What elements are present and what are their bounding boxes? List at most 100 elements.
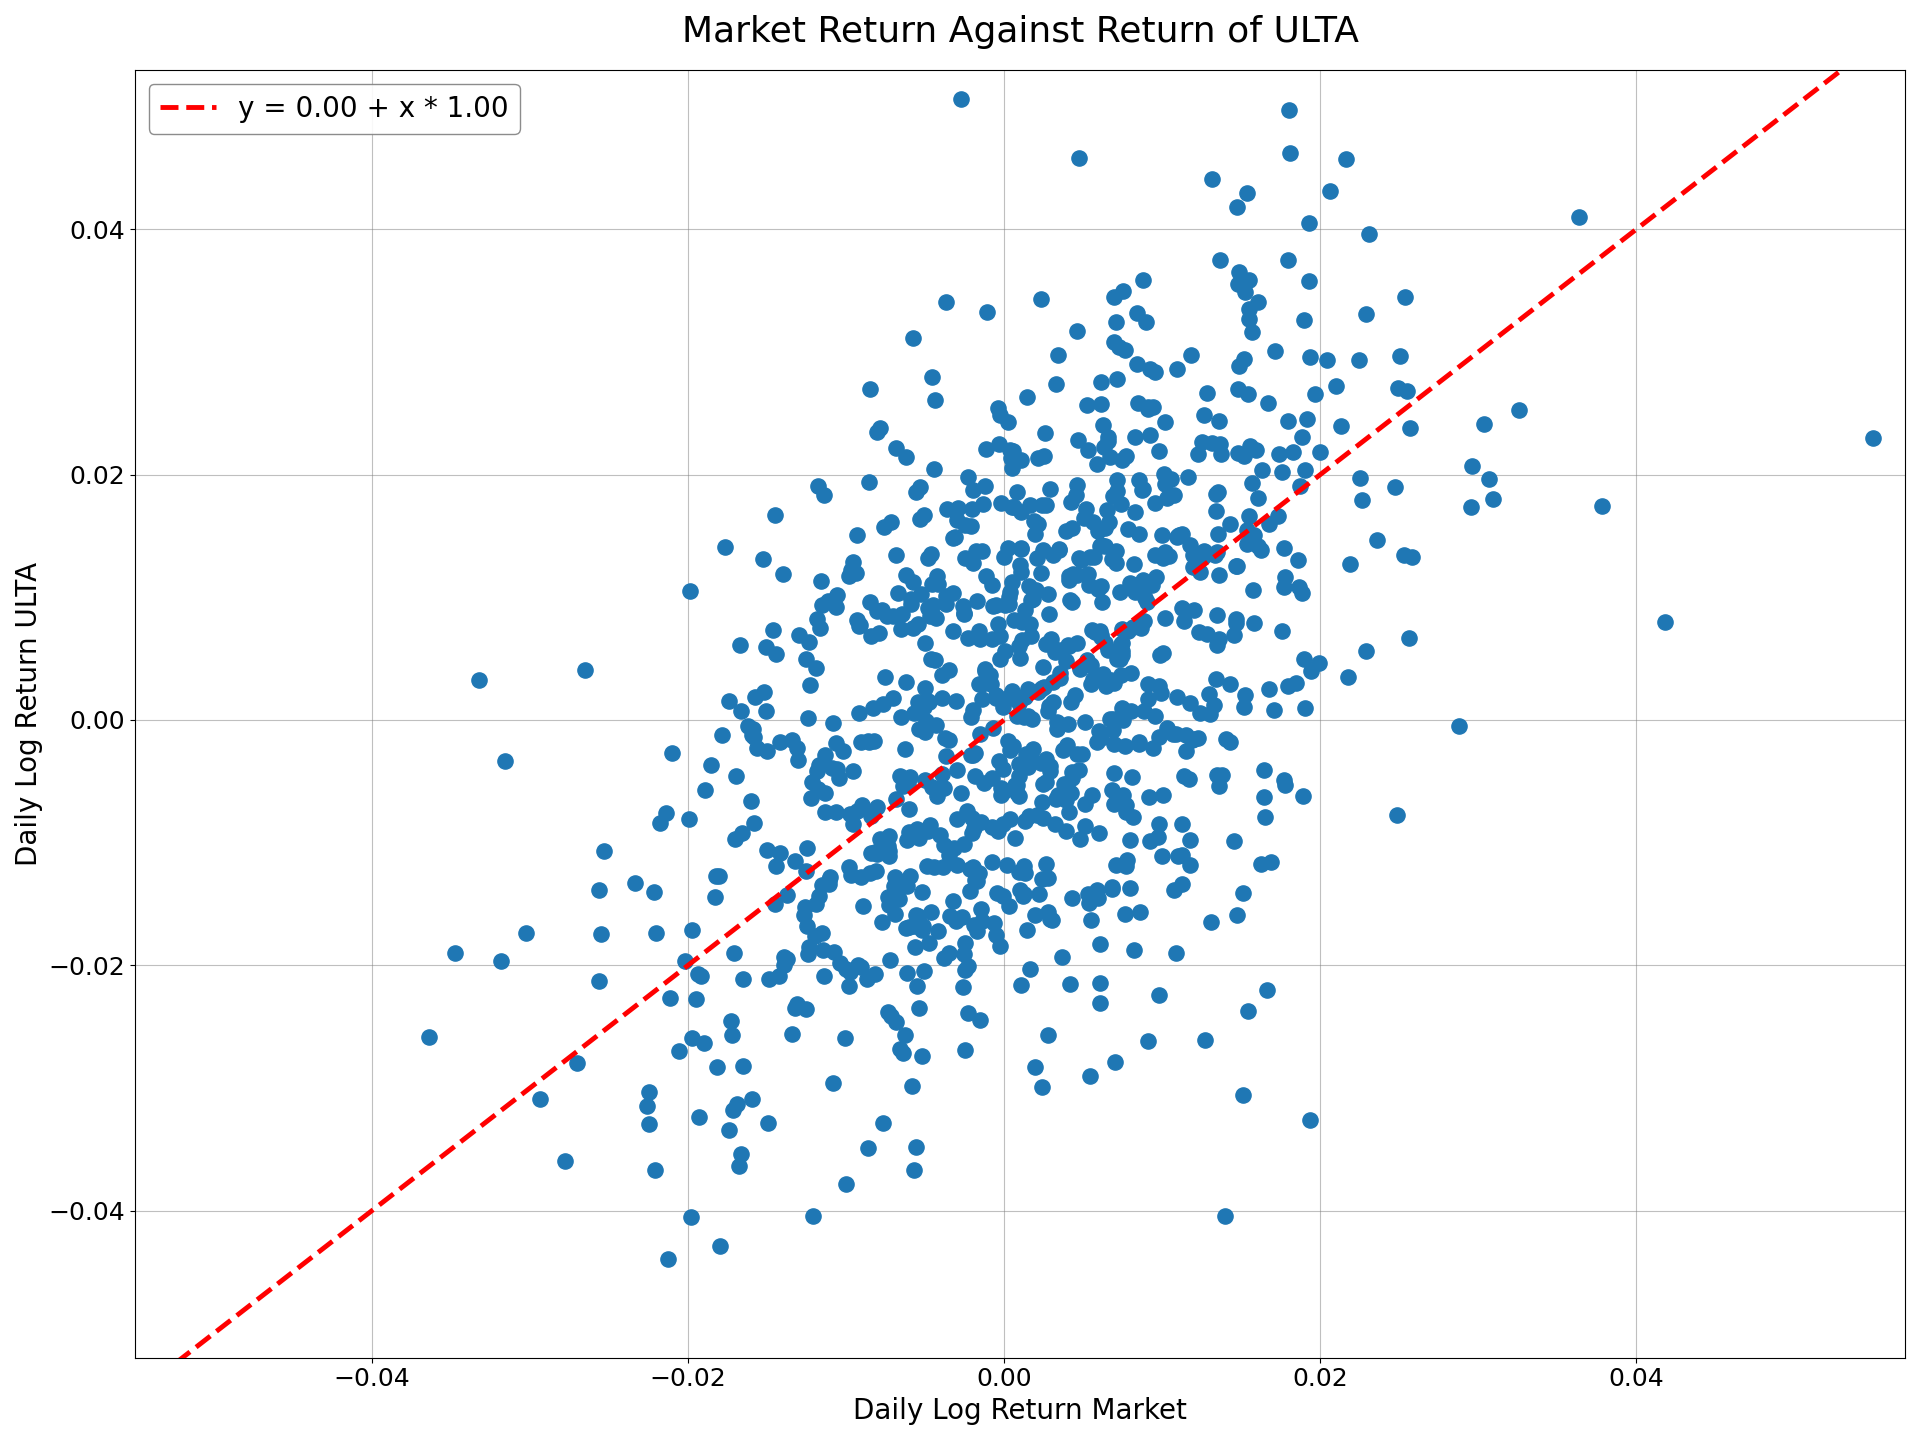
Point [906, 919, 937, 942]
Point [1020, 579, 1050, 602]
Point [970, 660, 1000, 683]
Point [1027, 806, 1058, 829]
Point [1039, 639, 1069, 662]
Point [908, 960, 939, 984]
Point [1242, 291, 1273, 314]
Point [707, 723, 737, 746]
Point [1177, 556, 1208, 579]
Point [589, 840, 620, 863]
Point [1052, 634, 1083, 657]
Point [864, 828, 895, 851]
Point [933, 658, 964, 681]
Point [885, 706, 916, 729]
Point [987, 757, 1018, 780]
Point [1150, 410, 1181, 433]
Point [945, 780, 975, 804]
Point [860, 860, 891, 883]
Point [1016, 612, 1046, 635]
Point [854, 730, 885, 753]
Point [1179, 599, 1210, 622]
Point [1202, 667, 1233, 690]
Point [1069, 507, 1100, 530]
Point [1146, 845, 1177, 868]
Point [718, 942, 749, 965]
Point [783, 624, 814, 647]
Point [714, 1119, 745, 1142]
Point [1173, 465, 1204, 488]
Point [1014, 958, 1044, 981]
Point [995, 593, 1025, 616]
Point [1254, 513, 1284, 536]
Point [956, 706, 987, 729]
Point [1004, 765, 1035, 788]
Point [950, 547, 981, 570]
Point [835, 960, 866, 984]
Point [1085, 626, 1116, 649]
Point [735, 789, 766, 812]
Point [674, 806, 705, 829]
Point [970, 564, 1000, 588]
Point [948, 832, 979, 855]
Point [1056, 886, 1087, 909]
Point [653, 1247, 684, 1270]
Point [1286, 582, 1317, 605]
Point [1092, 638, 1123, 661]
Point [716, 1022, 747, 1045]
Point [1033, 900, 1064, 923]
Point [970, 772, 1000, 795]
Point [870, 665, 900, 688]
Point [1016, 743, 1046, 766]
Point [1177, 544, 1208, 567]
Point [1021, 804, 1052, 827]
Point [818, 1071, 849, 1094]
Point [1106, 448, 1137, 471]
Point [1223, 442, 1254, 465]
Point [1252, 979, 1283, 1002]
Point [1503, 397, 1534, 420]
Point [927, 855, 958, 878]
Point [1233, 297, 1263, 320]
Point [1083, 720, 1114, 743]
Point [1083, 821, 1114, 844]
Point [1025, 678, 1056, 701]
Point [998, 439, 1029, 462]
Point [1075, 546, 1106, 569]
Point [1008, 886, 1039, 909]
Point [1089, 413, 1119, 436]
Point [1233, 383, 1263, 406]
Point [764, 730, 795, 753]
Point [1020, 1056, 1050, 1079]
Point [789, 896, 820, 919]
Point [968, 687, 998, 710]
Point [440, 942, 470, 965]
Point [1050, 520, 1081, 543]
Point [1392, 380, 1423, 403]
Point [1106, 632, 1137, 655]
Point [1139, 396, 1169, 419]
Point [720, 828, 751, 851]
Point [1025, 752, 1056, 775]
Point [874, 824, 904, 847]
Point [1035, 759, 1066, 782]
Point [1014, 805, 1044, 828]
Point [906, 880, 937, 903]
Point [1010, 599, 1041, 622]
Point [912, 854, 943, 877]
Point [914, 690, 945, 713]
Point [1144, 726, 1175, 749]
Point [1031, 494, 1062, 517]
Point [996, 570, 1027, 593]
Point [1114, 572, 1144, 595]
Point [952, 465, 983, 488]
Point [885, 1037, 916, 1060]
Point [1215, 672, 1246, 696]
Point [1177, 729, 1208, 752]
Point [1394, 416, 1425, 439]
Point [803, 884, 833, 907]
Point [1100, 311, 1131, 334]
Point [1002, 481, 1033, 504]
Point [1085, 370, 1116, 393]
Point [1167, 596, 1198, 619]
Point [891, 874, 922, 897]
Point [804, 616, 835, 639]
